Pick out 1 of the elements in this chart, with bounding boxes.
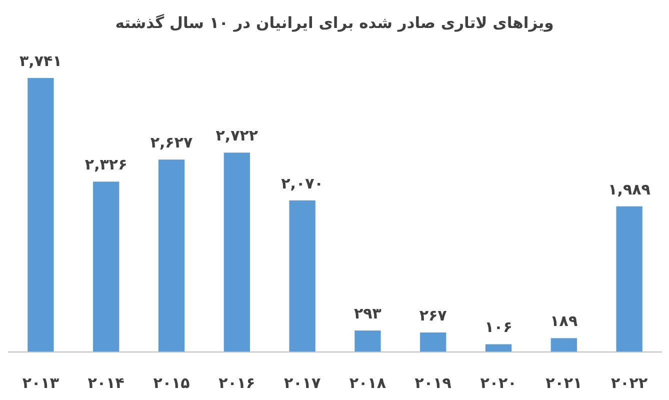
- title: ویزاهای لاتاری صادر شده برای ایرانیان در ۱۰ سال گذشته: [115, 14, 554, 32]
